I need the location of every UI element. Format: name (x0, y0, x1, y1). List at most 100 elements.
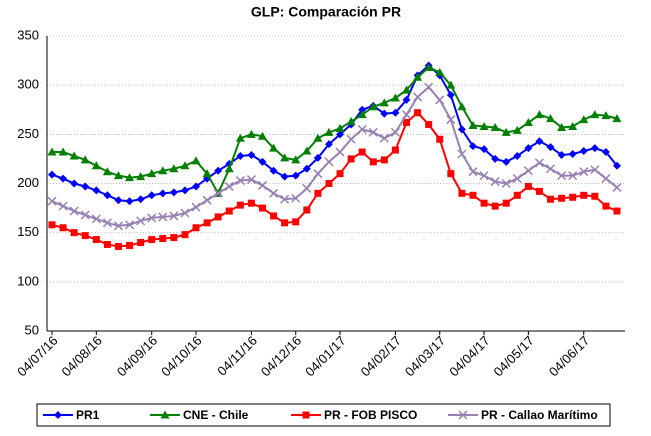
marker (369, 158, 377, 166)
marker (612, 114, 622, 123)
marker (390, 127, 400, 137)
y-tick-label: 200 (17, 175, 39, 190)
marker (391, 146, 399, 154)
marker (524, 144, 533, 153)
marker (70, 229, 78, 237)
marker (424, 62, 434, 71)
marker (170, 234, 178, 242)
marker (80, 210, 90, 220)
marker (69, 206, 79, 216)
marker (114, 196, 123, 205)
marker (403, 119, 411, 127)
marker (136, 195, 145, 204)
marker (59, 224, 67, 232)
marker (47, 196, 57, 206)
marker (613, 161, 621, 170)
marker (180, 161, 190, 170)
marker (358, 148, 366, 156)
marker (358, 105, 367, 114)
x-tick-label: 04/04/17 (446, 333, 492, 379)
legend-label: CNE - Chile (183, 408, 249, 422)
marker (236, 201, 244, 209)
marker (313, 169, 323, 179)
x-tick-label: 04/12/16 (258, 333, 304, 379)
marker (236, 151, 245, 160)
marker (324, 157, 334, 167)
marker (160, 410, 170, 419)
marker (602, 202, 610, 210)
marker (169, 188, 178, 197)
marker (336, 130, 345, 139)
marker (535, 187, 543, 195)
marker (125, 197, 134, 206)
marker (446, 80, 456, 89)
marker (313, 153, 322, 162)
x-tick-label: 04/08/16 (58, 333, 104, 379)
marker (435, 67, 445, 76)
marker (468, 167, 478, 177)
marker (147, 213, 157, 223)
marker (480, 199, 488, 207)
marker (501, 178, 511, 189)
marker (147, 169, 157, 178)
marker (314, 189, 322, 197)
marker (59, 174, 68, 183)
marker (590, 165, 600, 175)
marker (325, 180, 333, 187)
series-line (51, 64, 618, 203)
marker (225, 207, 233, 215)
legend-label: PR - Callao Marítimo (481, 408, 598, 422)
marker (270, 212, 278, 220)
marker (601, 111, 611, 120)
marker (579, 115, 589, 124)
marker (457, 149, 467, 159)
marker (48, 170, 56, 179)
marker (258, 157, 267, 166)
marker (103, 191, 112, 200)
marker (302, 146, 312, 155)
marker (357, 110, 367, 119)
marker (213, 188, 223, 198)
marker (457, 125, 466, 134)
marker (181, 231, 189, 239)
marker (102, 218, 112, 228)
marker (380, 109, 389, 118)
marker (280, 172, 289, 181)
marker (169, 164, 179, 173)
marker (546, 143, 555, 152)
marker (512, 174, 522, 184)
marker (58, 147, 68, 156)
marker (534, 158, 544, 168)
y-tick-label: 150 (17, 224, 39, 239)
y-tick-label: 300 (17, 77, 39, 92)
marker (324, 127, 334, 136)
marker (148, 236, 156, 244)
marker (81, 182, 90, 191)
marker (413, 72, 423, 81)
marker (158, 212, 168, 222)
marker (180, 186, 189, 195)
marker (136, 172, 146, 181)
marker (159, 235, 167, 243)
marker (113, 221, 124, 231)
marker (368, 127, 378, 137)
marker (402, 85, 412, 94)
marker (414, 109, 422, 117)
marker (458, 189, 466, 197)
marker (436, 135, 444, 143)
marker (81, 232, 89, 240)
legend-label: PR - FOB PISCO (324, 408, 417, 422)
marker (47, 147, 57, 156)
marker (102, 167, 112, 176)
chart-title: GLP: Comparación PR (251, 4, 401, 20)
marker (568, 121, 578, 130)
marker (192, 182, 201, 191)
marker (568, 150, 577, 158)
marker (246, 129, 256, 138)
marker (54, 411, 62, 419)
marker (280, 194, 290, 204)
marker (180, 208, 190, 218)
marker (547, 195, 555, 203)
marker (435, 95, 445, 105)
